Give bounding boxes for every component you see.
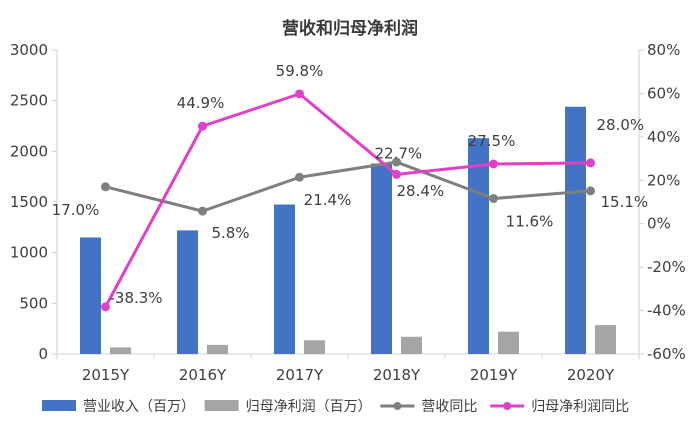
revenue-bar: [565, 106, 586, 354]
legend-label: 营业收入（百万）: [83, 399, 195, 415]
revenue-yoy-point: [295, 172, 304, 182]
left-axis-tick-label: 2000: [10, 142, 48, 160]
revenue-bar: [468, 138, 489, 354]
legend-item-net-profit-yoy: 归母净利润同比: [490, 398, 629, 415]
right-axis-tick-label: 80%: [647, 41, 680, 59]
left-axis-tick-label: 3000: [10, 41, 48, 59]
net-profit-bar: [304, 340, 325, 354]
legend-item-net-profit: 归母净利润（百万）: [204, 398, 372, 415]
revenue-yoy-data-label: 21.4%: [304, 191, 352, 209]
right-axis-tick-label: -60%: [647, 345, 686, 363]
revenue-yoy-line: [105, 160, 591, 213]
revenue-yoy-point: [586, 186, 595, 196]
x-axis-tick-label: 2017Y: [276, 366, 324, 384]
x-axis-tick-label: 2015Y: [82, 366, 130, 384]
revenue-yoy-data-label: 28.4%: [397, 182, 445, 200]
right-axis-tick-label: -20%: [647, 258, 686, 276]
right-axis-tick-label: 40%: [647, 128, 680, 146]
chart-title: 营收和归母净利润: [282, 18, 418, 39]
net-profit-bar: [498, 331, 519, 354]
net-profit-yoy-data-label: 22.7%: [375, 144, 423, 162]
revenue-yoy-data-label: 15.1%: [601, 193, 649, 211]
legend-item-revenue: 营业收入（百万）: [42, 399, 195, 415]
net-profit-yoy-data-label: 44.9%: [177, 94, 225, 112]
left-axis-tick-label: 0: [38, 345, 48, 363]
left-axis-tick-label: 2500: [10, 92, 48, 110]
legend-swatch-marker: [503, 402, 512, 410]
legend-label: 营收同比: [421, 399, 477, 415]
x-axis-tick-label: 2018Y: [373, 366, 421, 384]
net-profit-yoy-point: [198, 121, 207, 131]
net-profit-bar: [401, 336, 422, 354]
left-axis-tick-label: 500: [19, 294, 48, 312]
revenue-bar: [274, 204, 295, 354]
left-axis-tick-label: 1000: [10, 244, 48, 262]
net-profit-yoy-point: [489, 159, 498, 169]
net-profit-yoy-data-label: 59.8%: [276, 62, 324, 80]
legend-label: 归母净利润同比: [531, 398, 629, 415]
revenue-yoy-point: [198, 206, 207, 216]
x-axis-tick-label: 2019Y: [470, 366, 518, 384]
legend-label: 归母净利润（百万）: [246, 398, 372, 415]
legend-item-revenue-yoy: 营收同比: [380, 399, 477, 415]
revenue-bar: [371, 163, 392, 354]
revenue-yoy-data-label: 5.8%: [211, 224, 249, 242]
net-profit-bar: [595, 325, 616, 354]
right-axis-tick-label: 60%: [647, 84, 680, 102]
net-profit-yoy-point: [586, 158, 595, 168]
revenue-yoy-point: [101, 182, 110, 192]
left-axis-tick-label: 1500: [10, 193, 48, 211]
right-axis-tick-label: -40%: [647, 302, 686, 320]
revenue-bar: [177, 230, 198, 354]
legend-swatch-marker: [393, 402, 402, 410]
revenue-yoy-data-label: 17.0%: [52, 201, 100, 219]
legend: 营业收入（百万） 归母净利润（百万） 营收同比 归母净利润同比: [42, 398, 629, 415]
x-axis-tick-label: 2020Y: [567, 366, 615, 384]
legend-swatch: [42, 400, 76, 411]
revenue-bar: [80, 237, 101, 354]
net-profit-bar: [207, 344, 228, 354]
net-profit-yoy-data-label: 28.0%: [597, 116, 645, 134]
net-profit-yoy-data-label: 27.5%: [468, 132, 516, 150]
revenue-yoy-point: [392, 157, 401, 167]
revenue-yoy-point: [489, 194, 498, 204]
legend-swatch: [204, 400, 239, 411]
net-profit-yoy-point: [101, 302, 110, 312]
net-profit-yoy-line: [104, 92, 591, 308]
net-profit-bar: [110, 347, 131, 354]
revenue-yoy-data-label: 11.6%: [506, 213, 554, 231]
net-profit-yoy-point: [295, 89, 304, 99]
right-axis-tick-label: 0%: [647, 215, 671, 233]
net-profit-yoy-point: [392, 169, 401, 179]
net-profit-yoy-data-label: -38.3%: [110, 289, 163, 307]
right-axis-tick-label: 20%: [647, 171, 680, 189]
x-axis-tick-label: 2016Y: [179, 366, 227, 384]
